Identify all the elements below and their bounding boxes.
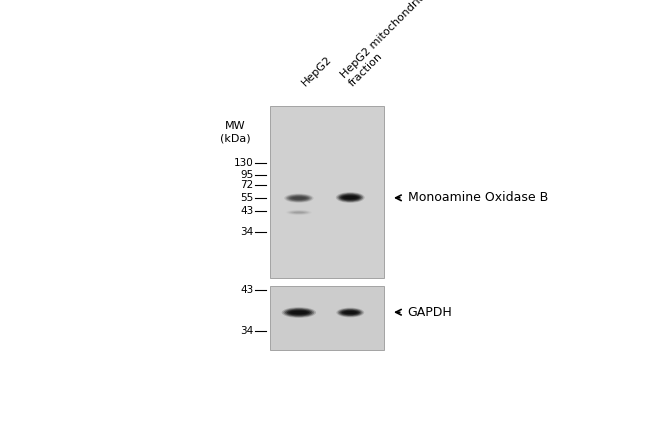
Ellipse shape (287, 309, 311, 316)
Ellipse shape (344, 311, 356, 314)
Ellipse shape (291, 211, 307, 214)
Ellipse shape (292, 311, 306, 314)
Text: Monoamine Oxidase B: Monoamine Oxidase B (408, 191, 548, 204)
Ellipse shape (289, 195, 309, 201)
Ellipse shape (337, 193, 363, 202)
Ellipse shape (285, 309, 313, 316)
Text: 72: 72 (240, 179, 254, 189)
Text: MW
(kDa): MW (kDa) (220, 121, 250, 144)
Text: HepG2: HepG2 (300, 54, 333, 88)
Text: 130: 130 (234, 158, 254, 168)
Ellipse shape (291, 197, 306, 200)
Ellipse shape (281, 307, 316, 318)
Bar (270, 286, 384, 349)
Ellipse shape (294, 212, 304, 213)
Ellipse shape (342, 311, 359, 315)
Bar (270, 106, 384, 278)
Ellipse shape (344, 312, 356, 313)
Ellipse shape (344, 197, 356, 198)
Ellipse shape (292, 312, 306, 313)
Ellipse shape (339, 309, 361, 316)
Ellipse shape (290, 211, 308, 214)
Ellipse shape (289, 211, 309, 214)
Text: 55: 55 (240, 192, 254, 203)
Ellipse shape (291, 311, 307, 314)
Ellipse shape (292, 212, 306, 213)
Ellipse shape (341, 310, 360, 315)
Ellipse shape (293, 197, 305, 200)
Ellipse shape (343, 311, 358, 314)
Ellipse shape (340, 195, 360, 200)
Ellipse shape (287, 210, 311, 215)
Text: HepG2 mitochondria
fraction: HepG2 mitochondria fraction (339, 0, 436, 88)
Text: 34: 34 (240, 326, 254, 336)
Ellipse shape (289, 310, 309, 315)
Text: 43: 43 (240, 206, 254, 216)
Ellipse shape (338, 308, 363, 317)
Ellipse shape (287, 195, 311, 201)
Text: 95: 95 (240, 170, 254, 180)
Ellipse shape (293, 197, 305, 199)
Ellipse shape (290, 196, 307, 200)
Ellipse shape (342, 195, 359, 200)
Text: GAPDH: GAPDH (408, 306, 452, 319)
Ellipse shape (285, 194, 312, 202)
Ellipse shape (294, 212, 304, 213)
Ellipse shape (286, 210, 312, 215)
Ellipse shape (336, 308, 364, 317)
Ellipse shape (344, 196, 356, 199)
Ellipse shape (284, 194, 313, 203)
Ellipse shape (283, 308, 315, 317)
Ellipse shape (336, 192, 365, 203)
Text: 34: 34 (240, 227, 254, 237)
Text: 43: 43 (240, 285, 254, 295)
Ellipse shape (343, 196, 358, 199)
Ellipse shape (339, 194, 362, 201)
